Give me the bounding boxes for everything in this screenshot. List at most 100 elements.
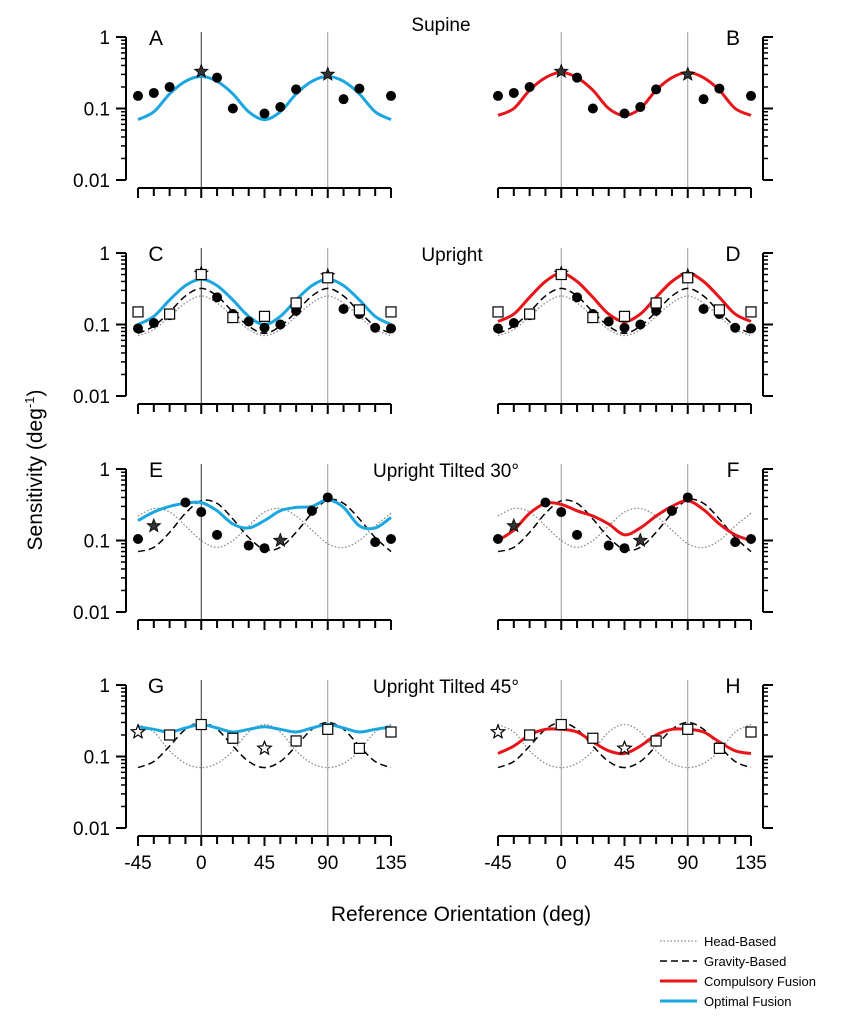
y-axis-label-superscript: -1 [22,397,37,409]
data-point-open-star [256,739,273,756]
panel-label-B: B [726,27,740,50]
series-line-head-based [137,295,392,337]
data-point-square [290,735,302,747]
x-tick-label: 0 [196,853,207,874]
series-line-head-based [497,723,752,769]
data-point-square [322,272,334,284]
y-tick-label: 0.01 [73,171,110,192]
data-point-square [258,310,271,322]
panel-E: 0.01 0.1 1 E [73,459,396,630]
data-point-square [492,306,504,318]
data-point-circle [306,505,317,516]
y-tick-label: 0.1 [84,100,110,121]
data-point-square [650,297,662,309]
series-line-gravity-based [137,287,392,335]
data-point-circle [493,533,503,544]
data-point-circle [572,72,583,83]
data-point-star [632,532,649,548]
data-point-circle [275,101,286,112]
data-point-circle [212,292,223,303]
data-point-circle [259,322,270,333]
data-point-star [553,63,569,79]
data-point-open-star [489,723,507,740]
x-tick-label: 45 [614,853,635,874]
data-point-circle [386,90,396,101]
data-point-circle [730,537,741,548]
x-tick-label: 135 [375,853,407,874]
data-point-circle [133,90,143,101]
data-point-circle [587,103,598,114]
data-point-circle [603,540,614,551]
data-point-open-star [129,723,147,740]
data-point-square [227,732,239,744]
panel-label-D: D [725,243,740,266]
data-point-square [353,304,365,316]
data-point-star [272,532,289,548]
y-tick-label: 1 [99,244,110,265]
data-point-square [682,272,694,284]
y-axis-label-close: ) [24,390,47,397]
x-tick-label: 90 [677,853,698,874]
data-point-square [745,726,757,738]
data-point-circle [212,529,223,540]
y-tick-label: 1 [99,28,110,49]
panel-C: 0.01 0.1 1 C [73,243,397,414]
data-point-star [680,66,696,81]
panel-label-C: C [148,243,163,266]
data-point-circle [682,492,693,503]
x-tick-label: 0 [556,853,567,874]
data-point-circle [524,81,535,92]
y-tick-label: 0.1 [84,316,110,337]
data-point-circle [508,87,519,98]
series-line-gravity-based [137,721,392,769]
data-point-square [745,306,757,318]
series-line-gravity-based [497,287,752,335]
data-point-circle [196,507,207,518]
data-point-circle [322,492,333,503]
panel-G: 0.01 0.1 1 -45 0 45 90 135 G [73,675,407,874]
data-point-square [322,723,334,735]
y-tick-label: 0.01 [73,387,110,408]
data-point-circle [133,533,143,544]
data-point-circle [746,323,756,334]
row-title: Supine [411,15,470,36]
data-point-square [587,732,599,744]
data-point-square [227,311,239,324]
data-point-circle [275,319,286,330]
data-point-square [650,735,662,747]
x-tick-label: -45 [484,853,511,874]
y-tick-label: 1 [99,460,110,481]
x-tick-label: 90 [317,853,338,874]
data-point-star [320,66,336,81]
data-point-circle [714,83,725,94]
x-tick-label: -45 [124,853,151,874]
data-point-square [164,308,176,320]
data-point-square [555,268,567,281]
x-tick-label: 135 [735,853,767,874]
series-line-compulsory-fusion [497,499,752,542]
data-point-circle [386,533,396,544]
data-point-circle [493,90,503,101]
data-point-circle [243,540,254,551]
data-point-circle [370,537,381,548]
y-tick-label: 1 [99,676,110,697]
row-title: Upright [421,245,483,266]
panel-label-G: G [148,675,164,698]
data-point-square [713,304,725,316]
y-axis-label-main: Sensitivity (deg [24,408,47,550]
legend-label: Optimal Fusion [704,994,791,1009]
data-point-circle [259,543,270,554]
y-tick-label: 0.1 [84,532,110,553]
y-tick-label: 0.1 [84,748,110,769]
data-point-circle [291,84,302,95]
data-point-circle [180,497,191,508]
y-axis-label: Sensitivity (deg-1) [22,390,47,551]
data-point-circle [572,292,583,303]
data-point-circle [148,317,159,328]
panel-D: D [492,243,773,414]
data-point-square [385,306,397,318]
data-point-square [524,308,536,320]
data-point-square [353,742,365,754]
data-point-square [164,729,176,741]
series-line-gravity-based [497,721,752,769]
